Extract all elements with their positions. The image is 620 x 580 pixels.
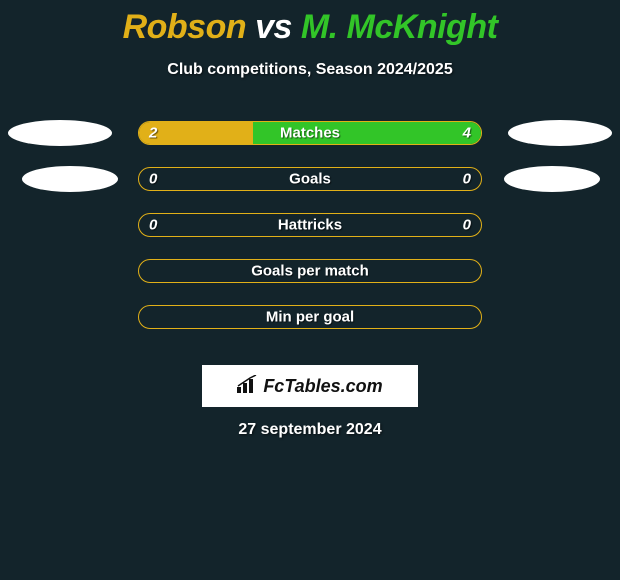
team-badge-left (8, 120, 112, 146)
page-title: Robson vs M. McKnight (0, 0, 620, 47)
comparison-rows: 2 4 Matches 0 0 Goals 0 0 Hattricks Goals per mat… (0, 121, 620, 351)
logo-text: FcTables.com (263, 376, 382, 397)
subtitle: Club competitions, Season 2024/2025 (0, 61, 620, 79)
source-logo: FcTables.com (202, 365, 418, 407)
stat-value-left: 0 (149, 171, 157, 188)
stat-row: 0 0 Hattricks (0, 213, 620, 259)
stat-bar: 0 0 Goals (138, 167, 482, 191)
stat-value-right: 0 (463, 171, 471, 188)
stat-value-left: 2 (149, 125, 157, 142)
team-badge-right (504, 166, 600, 192)
bars-icon (237, 375, 259, 398)
stat-row: 0 0 Goals (0, 167, 620, 213)
title-player1: Robson (123, 8, 247, 46)
stat-label: Goals (289, 171, 331, 188)
stat-label: Goals per match (251, 263, 369, 280)
stat-label: Hattricks (278, 217, 342, 234)
stat-value-right: 0 (463, 217, 471, 234)
team-badge-left (22, 166, 118, 192)
title-player2: M. McKnight (301, 8, 498, 46)
stat-bar: Goals per match (138, 259, 482, 283)
stat-row: Goals per match (0, 259, 620, 305)
stat-row: 2 4 Matches (0, 121, 620, 167)
stat-bar: Min per goal (138, 305, 482, 329)
stat-bar: 0 0 Hattricks (138, 213, 482, 237)
team-badge-right (508, 120, 612, 146)
stat-bar: 2 4 Matches (138, 121, 482, 145)
stat-label: Matches (280, 125, 340, 142)
date-label: 27 september 2024 (0, 421, 620, 439)
stat-value-left: 0 (149, 217, 157, 234)
title-vs: vs (255, 8, 292, 46)
stat-value-right: 4 (463, 125, 471, 142)
stat-row: Min per goal (0, 305, 620, 351)
stat-label: Min per goal (266, 309, 354, 326)
